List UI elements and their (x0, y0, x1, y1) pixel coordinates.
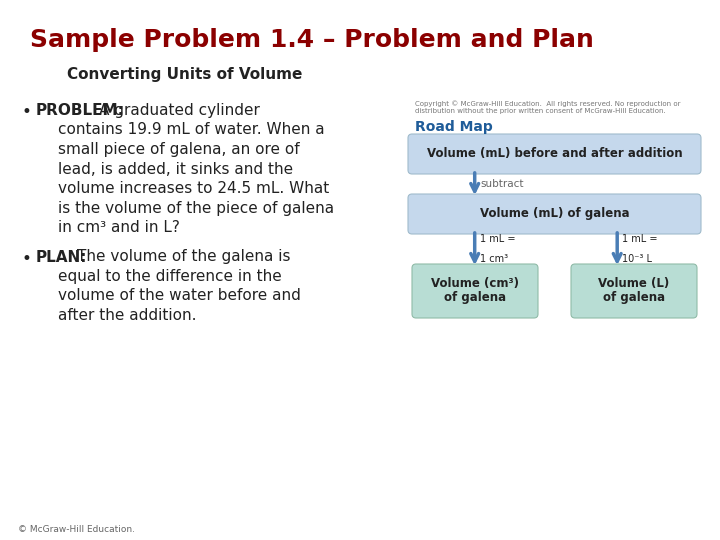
Text: Sample Problem 1.4 – Problem and Plan: Sample Problem 1.4 – Problem and Plan (30, 28, 594, 52)
Text: PROBLEM:: PROBLEM: (36, 103, 125, 118)
Text: 1 mL =: 1 mL = (622, 234, 657, 244)
Text: •: • (22, 249, 32, 267)
Text: The volume of the galena is: The volume of the galena is (77, 249, 290, 265)
FancyBboxPatch shape (412, 264, 538, 318)
Text: Volume (L): Volume (L) (598, 278, 670, 291)
Text: Volume (mL) before and after addition: Volume (mL) before and after addition (427, 147, 683, 160)
Text: 1 mL =: 1 mL = (480, 234, 516, 244)
Text: small piece of galena, an ore of: small piece of galena, an ore of (58, 142, 300, 157)
Text: in cm³ and in L?: in cm³ and in L? (58, 220, 180, 235)
Text: Volume (mL) of galena: Volume (mL) of galena (480, 207, 629, 220)
Text: is the volume of the piece of galena: is the volume of the piece of galena (58, 200, 334, 215)
Text: of galena: of galena (603, 292, 665, 305)
Text: equal to the difference in the: equal to the difference in the (58, 269, 282, 284)
Text: subtract: subtract (481, 179, 524, 189)
Text: volume increases to 24.5 mL. What: volume increases to 24.5 mL. What (58, 181, 329, 196)
Text: Road Map: Road Map (415, 120, 492, 134)
FancyBboxPatch shape (571, 264, 697, 318)
Text: PLAN:: PLAN: (36, 249, 88, 265)
FancyBboxPatch shape (408, 194, 701, 234)
Text: A graduated cylinder: A graduated cylinder (99, 103, 260, 118)
Text: © McGraw-Hill Education.: © McGraw-Hill Education. (18, 525, 135, 534)
Text: volume of the water before and: volume of the water before and (58, 288, 301, 303)
Text: 10⁻³ L: 10⁻³ L (622, 254, 652, 264)
Text: of galena: of galena (444, 292, 506, 305)
Text: contains 19.9 mL of water. When a: contains 19.9 mL of water. When a (58, 123, 325, 138)
Text: lead, is added, it sinks and the: lead, is added, it sinks and the (58, 161, 293, 177)
Text: Converting Units of Volume: Converting Units of Volume (67, 68, 302, 83)
Text: after the addition.: after the addition. (58, 308, 197, 323)
Text: Volume (cm³): Volume (cm³) (431, 278, 519, 291)
Text: Copyright © McGraw-Hill Education.  All rights reserved. No reproduction or
dist: Copyright © McGraw-Hill Education. All r… (415, 100, 680, 114)
Text: •: • (22, 103, 32, 121)
Text: 1 cm³: 1 cm³ (480, 254, 508, 264)
FancyBboxPatch shape (408, 134, 701, 174)
